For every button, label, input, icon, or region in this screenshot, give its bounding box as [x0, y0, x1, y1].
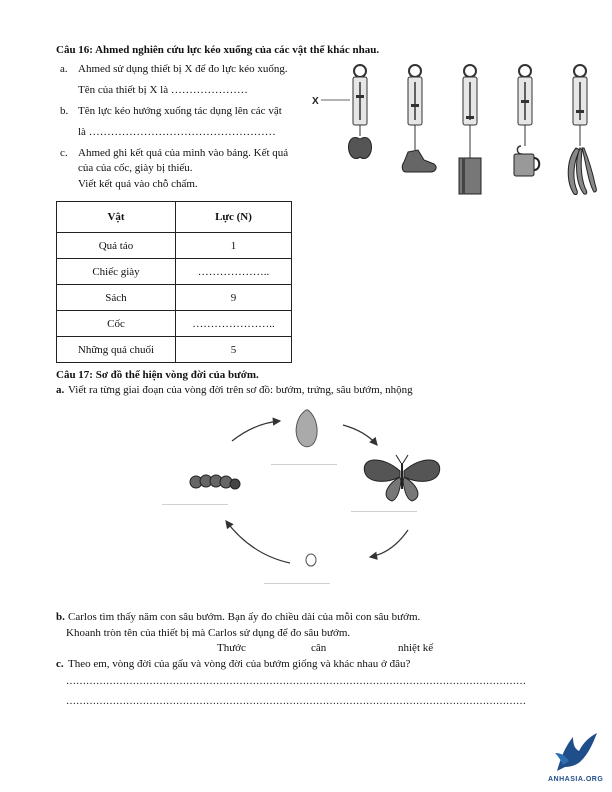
q16-c-line3: Viết kết quả vào chỗ chấm.	[78, 178, 198, 190]
cup-icon	[513, 153, 535, 177]
q16-a-marker: a.	[60, 63, 68, 75]
spring-balance-illustration: X	[312, 64, 597, 195]
answer-line-1[interactable]: ……………………………………………………………………………………………………………	[66, 676, 526, 687]
q16-a-line1: Ahmed sử dụng thiết bị X để đo lực kéo x…	[78, 63, 288, 75]
cycle-arrow	[368, 529, 409, 560]
shoe-icon	[401, 149, 437, 173]
spring-balance-book	[458, 64, 482, 195]
table-cell-object: Chiếc giày	[56, 258, 176, 285]
q16-b-line1: Tên lực kéo hướng xuống tác dụng lên các…	[78, 105, 282, 117]
device-x-label: X	[312, 96, 319, 107]
spring-balance-cup	[513, 64, 541, 177]
q16-c-marker: c.	[60, 147, 68, 159]
q17-b-marker: b.	[56, 611, 65, 623]
q17-title: Câu 17: Sơ đồ thể hiện vòng đời của bướm…	[56, 369, 259, 381]
apple-icon	[347, 137, 373, 160]
spring-balance-bananas	[567, 64, 597, 195]
table-header-object: Vật	[56, 201, 176, 233]
table-header-row: Vật Lực (N)	[56, 201, 292, 233]
results-table: Vật Lực (N) Quả táo 1 Chiếc giày ……………….…	[56, 201, 292, 363]
pupa-icon	[295, 409, 318, 448]
q17-b-line2: Khoanh tròn tên của thiết bị mà Carlos s…	[66, 627, 351, 639]
option-scale[interactable]: cân	[311, 642, 327, 654]
q17-c-text: Theo em, vòng đời của gấu và vòng đời củ…	[68, 658, 411, 670]
logo-bird-icon	[555, 733, 597, 771]
blank-caterpillar-stage[interactable]: ……………………………	[162, 501, 228, 507]
table-row: Cốc …………………..	[56, 310, 292, 337]
answer-line-2[interactable]: ……………………………………………………………………………………………………………	[66, 696, 526, 707]
cycle-arrow	[231, 417, 282, 442]
butterfly-icon	[363, 454, 441, 502]
table-cell-force: 1	[175, 232, 292, 259]
spring-balance-apple	[347, 64, 373, 160]
table-cell-object: Sách	[56, 284, 176, 311]
cycle-arrow	[342, 424, 378, 446]
table-cell-force: 9	[175, 284, 292, 311]
table-cell-object: Cốc	[56, 310, 176, 337]
table-cell-force: 5	[175, 336, 292, 363]
table-row: Những quả chuối 5	[56, 336, 292, 363]
q17-a-text: Viết ra từng giai đoạn của vòng đời trên…	[68, 384, 413, 396]
q16-c-line1: Ahmed ghi kết quả của mình vào bảng. Kết…	[78, 147, 289, 159]
logo-text: ANHASIA.ORG	[548, 776, 604, 783]
table-row: Sách 9	[56, 284, 292, 311]
blank-butterfly-stage[interactable]: ……………………………	[351, 508, 417, 514]
caterpillar-icon	[189, 474, 241, 490]
table-cell-object: Quả táo	[56, 232, 176, 259]
q17-b-line1: Carlos tìm thấy năm con sâu bướm. Bạn ấy…	[68, 611, 421, 623]
q16-title: Câu 16: Ahmed nghiên cứu lực kéo xuống c…	[56, 44, 380, 56]
table-header-force: Lực (N)	[175, 201, 292, 233]
spring-balance-shoe	[401, 64, 437, 173]
cycle-arrow	[225, 520, 291, 564]
q17-a-marker: a.	[56, 384, 65, 396]
egg-icon	[305, 553, 317, 567]
bananas-icon	[567, 147, 597, 195]
table-cell-force-blank[interactable]: …………………..	[175, 310, 292, 337]
q16-c-line2: của của cốc, giày bị thiếu.	[78, 162, 193, 174]
option-thermometer[interactable]: nhiệt kế	[398, 642, 434, 654]
table-row: Chiếc giày ………………..	[56, 258, 292, 285]
table-cell-force-blank[interactable]: ………………..	[175, 258, 292, 285]
table-cell-object: Những quả chuối	[56, 336, 176, 363]
blank-egg-stage[interactable]: ……………………………	[264, 580, 330, 586]
table-row: Quả táo 1	[56, 232, 292, 259]
option-ruler[interactable]: Thước	[217, 642, 246, 654]
butterfly-life-cycle-diagram	[189, 409, 441, 567]
q17-c-marker: c.	[56, 658, 64, 670]
q16-b-marker: b.	[60, 105, 69, 117]
q16-a-line2: Tên của thiết bị X là …………………	[78, 84, 248, 96]
blank-pupa-stage[interactable]: ……………………………	[271, 461, 337, 467]
q16-b-line2: là ……………………………………………	[78, 126, 276, 138]
